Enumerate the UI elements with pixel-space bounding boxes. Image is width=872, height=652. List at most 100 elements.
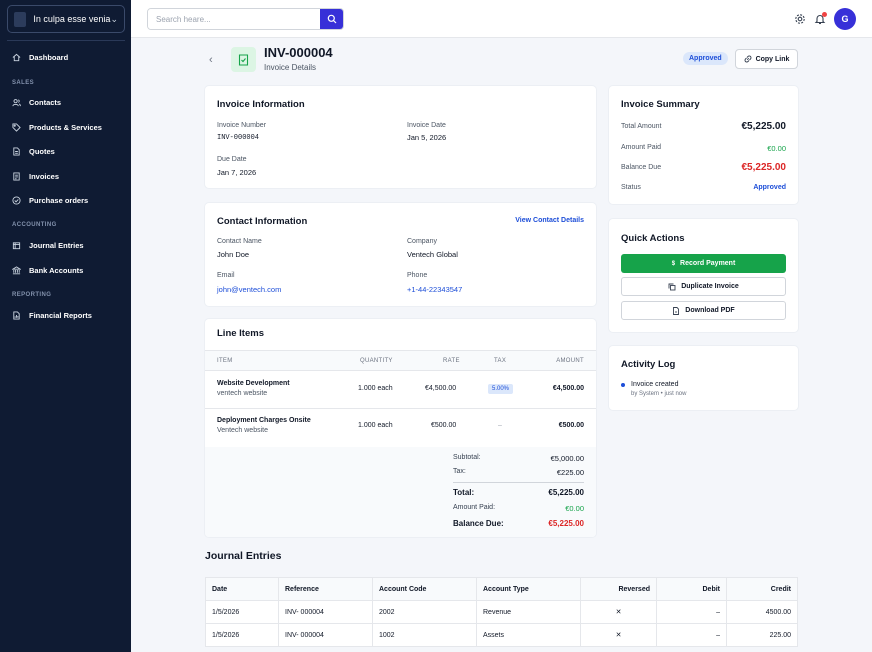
email-link[interactable]: john@ventech.com bbox=[217, 285, 282, 294]
item-name: Website Development bbox=[217, 380, 290, 387]
account-type-cell: Assets bbox=[476, 623, 581, 647]
sidebar-item-label: Quotes bbox=[29, 147, 55, 156]
search-input[interactable] bbox=[148, 9, 320, 29]
item-quantity: 1.000 each bbox=[358, 422, 393, 429]
credit-cell: 225.00 bbox=[726, 623, 798, 647]
sidebar-item-dashboard[interactable]: Dashboard bbox=[12, 53, 68, 62]
back-button[interactable]: ‹ bbox=[209, 54, 213, 66]
journal-entries-title: Journal Entries bbox=[205, 550, 282, 562]
summary-row: Amount Paid €0.00 bbox=[621, 142, 786, 154]
check-circle-icon bbox=[12, 196, 21, 205]
column-header: QUANTITY bbox=[360, 358, 393, 364]
invoice-icon bbox=[12, 172, 21, 181]
settings-button[interactable] bbox=[794, 13, 806, 25]
total-amount: €5,225.00 bbox=[741, 121, 787, 132]
sidebar-item-label: Contacts bbox=[29, 98, 62, 107]
date-cell: 1/5/2026 bbox=[205, 600, 279, 624]
notifications-button[interactable] bbox=[814, 12, 827, 25]
sidebar-item-purchase-orders[interactable]: Purchase orders bbox=[12, 196, 88, 205]
subtotal-value: €5,000.00 bbox=[550, 454, 584, 463]
card-title: Invoice Summary bbox=[621, 99, 700, 110]
item-description: Ventech website bbox=[217, 427, 268, 434]
chevron-down-icon: ⌄ bbox=[110, 13, 118, 24]
column-header: Reversed bbox=[580, 577, 657, 601]
item-description: ventech website bbox=[217, 390, 268, 397]
field-label: Email bbox=[217, 272, 235, 279]
summary-label: Balance Due bbox=[621, 164, 662, 171]
file-icon bbox=[673, 306, 680, 315]
field-label: Phone bbox=[407, 272, 428, 279]
phone-link[interactable]: +1-44-22343547 bbox=[407, 285, 463, 294]
sidebar-item-quotes[interactable]: Quotes bbox=[12, 147, 55, 156]
download-pdf-button[interactable]: Download PDF bbox=[621, 301, 786, 320]
sidebar-item-bank-accounts[interactable]: Bank Accounts bbox=[12, 266, 83, 275]
sidebar-item-label: Journal Entries bbox=[29, 241, 84, 250]
search-icon bbox=[327, 14, 336, 24]
org-logo bbox=[14, 11, 27, 27]
table-row: 1/5/2026 INV- 000004 1002 Assets ✕ – 225… bbox=[205, 623, 798, 647]
column-header: AMOUNT bbox=[556, 358, 584, 364]
sidebar-item-contacts[interactable]: Contacts bbox=[12, 98, 61, 107]
debit-cell: – bbox=[656, 623, 727, 647]
search-bar bbox=[147, 8, 344, 30]
invoice-information-card: Invoice Information Invoice Number INV-0… bbox=[205, 86, 596, 188]
activity-meta: by System • just now bbox=[631, 391, 687, 397]
copy-link-button[interactable]: Copy Link bbox=[735, 49, 798, 69]
account-code-cell: 2002 bbox=[372, 600, 477, 624]
balance-due-value: €5,225.00 bbox=[548, 519, 584, 528]
card-title: Activity Log bbox=[621, 359, 676, 370]
sidebar-item-products[interactable]: Products & Services bbox=[12, 123, 102, 132]
sidebar-item-label: Invoices bbox=[29, 172, 60, 181]
section-heading-sales: SALES bbox=[12, 80, 35, 86]
org-name: In culpa esse venia bbox=[33, 14, 111, 24]
table-row: Deployment Charges Onsite Ventech websit… bbox=[205, 409, 596, 447]
column-header: RATE bbox=[443, 358, 460, 364]
sidebar-item-financial-reports[interactable]: Financial Reports bbox=[12, 311, 92, 320]
gear-icon bbox=[795, 14, 805, 24]
org-switcher[interactable]: In culpa esse venia ⌄ bbox=[7, 5, 125, 33]
contact-name: John Doe bbox=[217, 250, 250, 259]
total-value: €5,225.00 bbox=[548, 488, 584, 497]
summary-row: Total Amount €5,225.00 bbox=[621, 121, 786, 133]
link-icon bbox=[744, 55, 751, 63]
credit-cell: 4500.00 bbox=[726, 600, 798, 624]
invoice-summary-card: Invoice Summary Total Amount €5,225.00 A… bbox=[609, 86, 798, 204]
column-header: Account Code bbox=[372, 577, 477, 601]
field-label: Company bbox=[407, 238, 437, 245]
table-row: Website Development ventech website 1.00… bbox=[205, 371, 596, 409]
duplicate-invoice-button[interactable]: Duplicate Invoice bbox=[621, 277, 786, 296]
status-badge: Approved bbox=[683, 52, 728, 65]
dollar-icon: $ bbox=[671, 260, 676, 267]
summary-label: Total Amount bbox=[621, 123, 662, 130]
column-header: TAX bbox=[494, 358, 507, 364]
button-label: Download PDF bbox=[685, 307, 735, 314]
card-title: Invoice Information bbox=[217, 99, 305, 110]
record-payment-button[interactable]: $ Record Payment bbox=[621, 254, 786, 273]
activity-event: Invoice created bbox=[631, 381, 679, 388]
status-value: Approved bbox=[753, 184, 786, 191]
page-subtitle: Invoice Details bbox=[264, 63, 317, 72]
avatar[interactable]: G bbox=[834, 8, 856, 30]
summary-label: Status bbox=[621, 184, 641, 191]
item-name: Deployment Charges Onsite bbox=[217, 417, 311, 424]
sidebar-item-label: Dashboard bbox=[29, 53, 69, 62]
activity-log-card: Activity Log Invoice created by System •… bbox=[609, 346, 798, 410]
balance-due-label: Balance Due: bbox=[453, 519, 504, 528]
amount-paid: €0.00 bbox=[767, 144, 786, 153]
item-quantity: 1.000 each bbox=[358, 385, 393, 392]
sidebar-item-journal-entries[interactable]: Journal Entries bbox=[12, 241, 84, 250]
topbar: G bbox=[131, 0, 872, 38]
tax-badge: 5.00% bbox=[488, 384, 514, 394]
section-heading-reporting: REPORTING bbox=[12, 292, 52, 298]
search-button[interactable] bbox=[320, 9, 343, 29]
copy-icon bbox=[668, 283, 676, 290]
invoice-check-icon bbox=[238, 53, 249, 66]
view-contact-details-link[interactable]: View Contact Details bbox=[515, 217, 584, 224]
item-amount: €4,500.00 bbox=[552, 385, 584, 392]
table-header-row: Date Reference Account Code Account Type… bbox=[205, 577, 798, 601]
sidebar-item-invoices[interactable]: Invoices bbox=[12, 172, 59, 181]
card-title: Contact Information bbox=[217, 216, 308, 227]
sidebar-divider bbox=[7, 40, 125, 41]
totals-section: Subtotal: €5,000.00 Tax: €225.00 Total: … bbox=[205, 447, 596, 537]
button-label: Record Payment bbox=[680, 260, 736, 267]
